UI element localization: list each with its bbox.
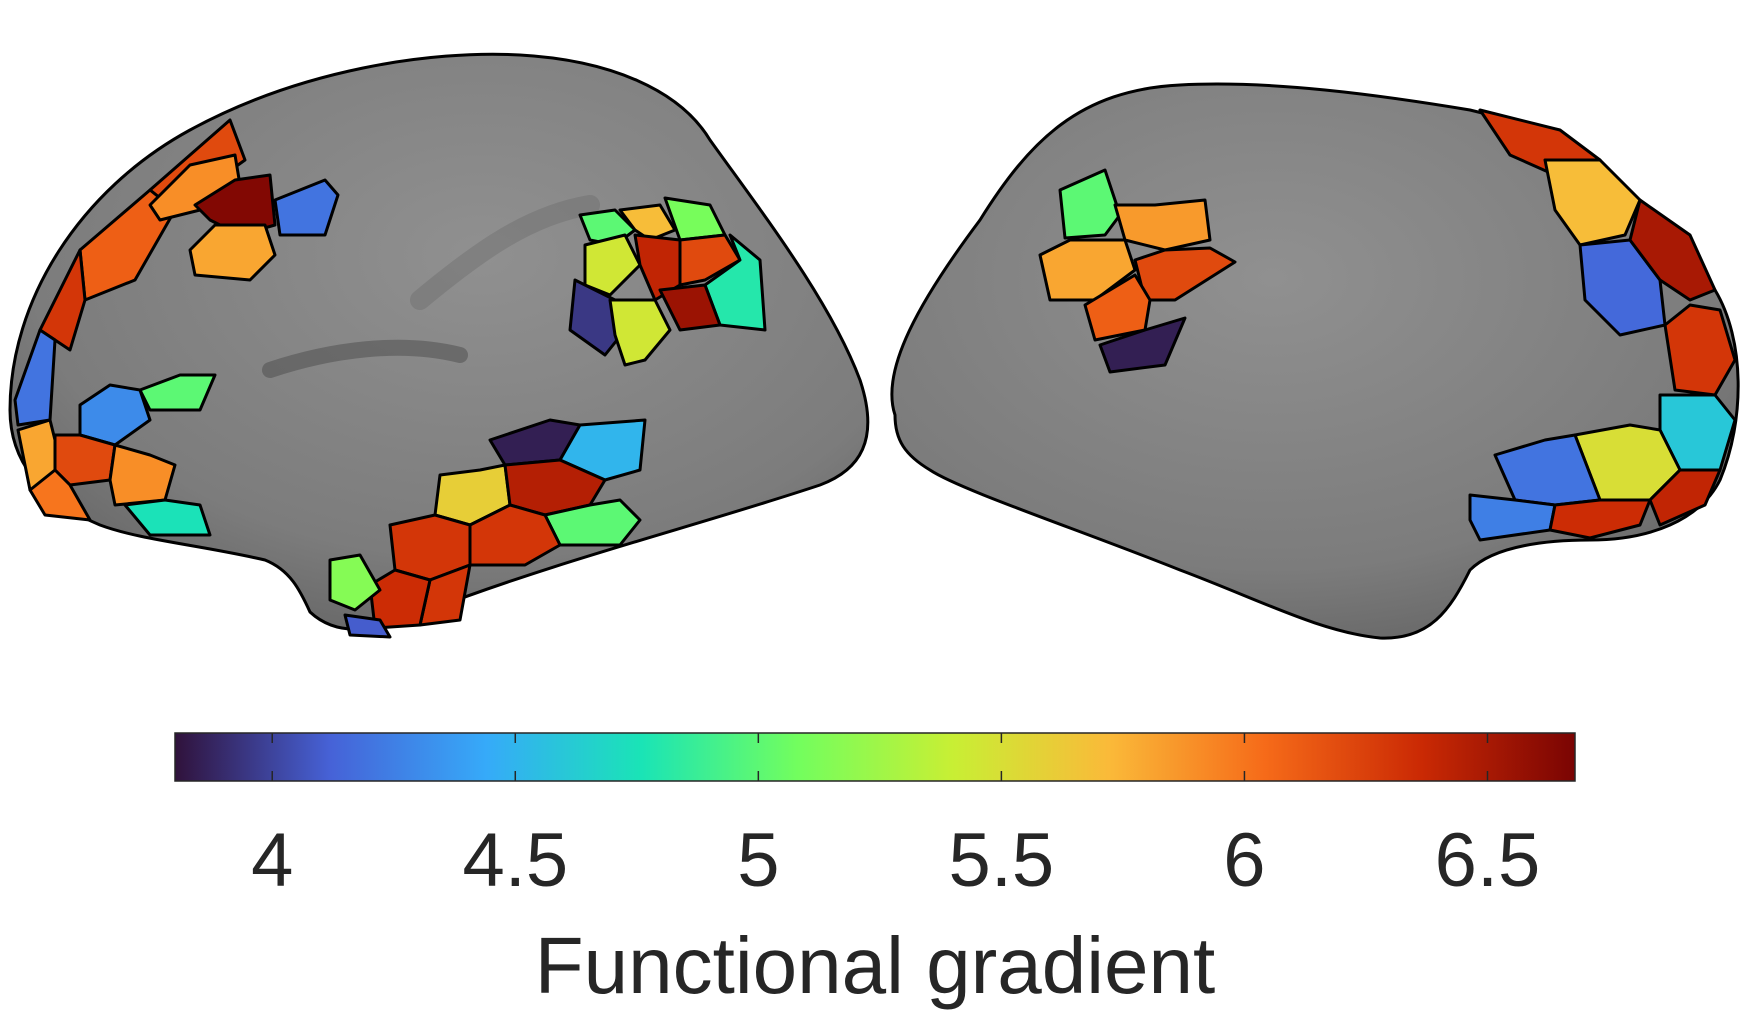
parcel: [273, 178, 340, 237]
colorbar-tick-label: 4.5: [462, 818, 568, 903]
parcel: [188, 223, 277, 282]
colorbar-tick-label: 6.5: [1435, 818, 1541, 903]
colorbar-label: Functional gradient: [535, 921, 1215, 1010]
parcel: [28, 468, 92, 522]
colorbar-tick-label: 4: [251, 818, 293, 903]
parcel: [1098, 316, 1187, 374]
parcel: [1113, 198, 1212, 252]
colorbar-tick-label: 5.5: [949, 818, 1055, 903]
left-sulcus-shadow-2: [410, 195, 600, 310]
parcel: [1058, 168, 1122, 240]
right-hemisphere: [890, 82, 1740, 640]
parcel: [1543, 158, 1642, 247]
parcel: [1648, 468, 1722, 527]
parcel: [558, 418, 647, 482]
colorbar-tick-label: 5: [737, 818, 779, 903]
parcel: [1663, 303, 1737, 397]
parcel: [1628, 198, 1717, 302]
parcel: [678, 233, 742, 287]
parcel: [583, 233, 642, 297]
right-hemisphere-surface: [890, 82, 1740, 640]
parcel: [193, 173, 277, 237]
parcel: [1038, 238, 1137, 302]
colorbar-scale: [174, 732, 1576, 782]
parcel: [138, 373, 217, 412]
parcel: [1548, 498, 1652, 540]
colorbar-tick-label: 6: [1223, 818, 1265, 903]
parcel: [123, 498, 212, 537]
parcel: [658, 283, 722, 332]
colorbar: 4 4.5 5 5.5 6 6.5 Functional gradient: [174, 732, 1576, 1010]
left-hemisphere: [8, 52, 870, 639]
colorbar-ticks: 4 4.5 5 5.5 6 6.5: [251, 733, 1540, 903]
parcel: [608, 298, 672, 367]
parcel: [1083, 273, 1152, 342]
parcel: [343, 613, 392, 639]
parcel: [38, 248, 87, 352]
left-sulcus-shadow: [262, 339, 468, 378]
parcel: [13, 328, 57, 427]
parcel: [618, 203, 677, 242]
parcel: [328, 553, 382, 612]
